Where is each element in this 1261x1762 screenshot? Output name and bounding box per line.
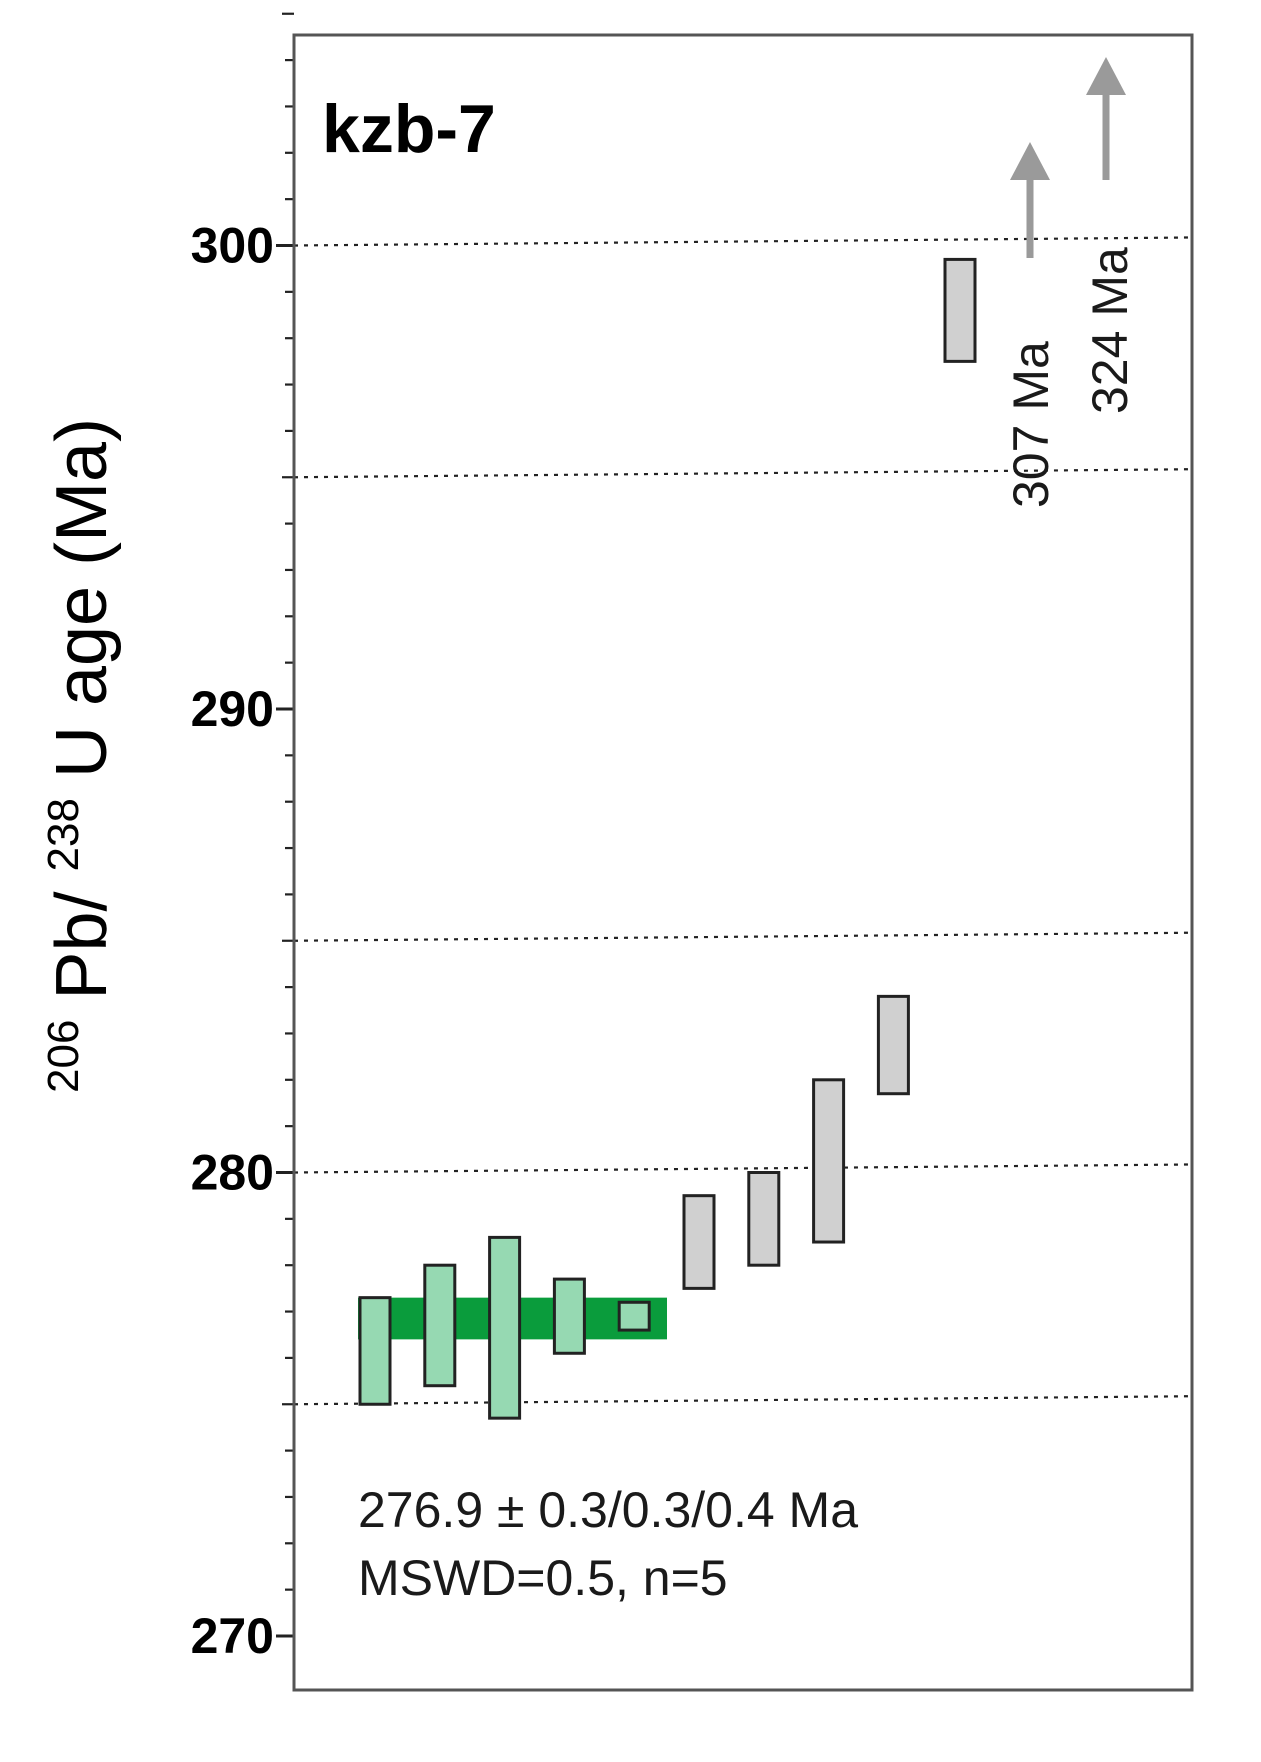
mswd-statistic: MSWD=0.5, n=5 [358,1550,728,1606]
offscale-label-324: 324 Ma [1082,247,1138,414]
analysis-box-9 [876,994,910,1096]
analysis-box-1 [358,1296,392,1406]
analysis-box-7 [747,1171,781,1267]
plot-frame [292,33,1194,1692]
y-axis-label-sup1: 206 [39,1020,88,1093]
y-tick-label-300: 300 [191,218,274,274]
analysis-box-6 [682,1194,716,1290]
offscale-arrows [1010,57,1126,258]
y-axis-label-sup2: 238 [39,798,88,871]
y-axis-tick-labels: 270 280 290 300 [191,218,274,1665]
offscale-label-307: 307 Ma [1003,341,1059,508]
gridline-280 [293,1163,1189,1174]
y-tick-label-290: 290 [191,681,274,737]
y-axis-ticks [276,12,294,1638]
offscale-arrow-head-1 [1010,142,1050,180]
y-axis-label-part2: U age (Ma) [42,418,122,778]
gridline-285 [293,931,1189,942]
y-axis-label-part1: Pb/ [42,891,122,999]
analysis-box-3 [488,1235,522,1420]
y-tick-label-270: 270 [191,1608,274,1664]
offscale-arrow-head-2 [1086,57,1126,95]
analysis-boxes [358,257,977,1420]
analysis-box-5 [617,1300,651,1332]
analysis-box-10 [943,257,977,363]
y-axis-label: 206 Pb/ 238 U age (Ma) [14,418,122,1093]
analysis-box-2 [423,1263,457,1388]
weighted-mean-value: 276.9 ± 0.3/0.3/0.4 Ma [358,1482,858,1538]
y-tick-label-280: 280 [191,1145,274,1201]
chart-title: kzb-7 [322,91,496,167]
gridline-275 [293,1395,1189,1406]
analysis-box-4 [552,1277,586,1355]
gridline-300 [293,236,1189,247]
analysis-box-8 [812,1078,846,1244]
